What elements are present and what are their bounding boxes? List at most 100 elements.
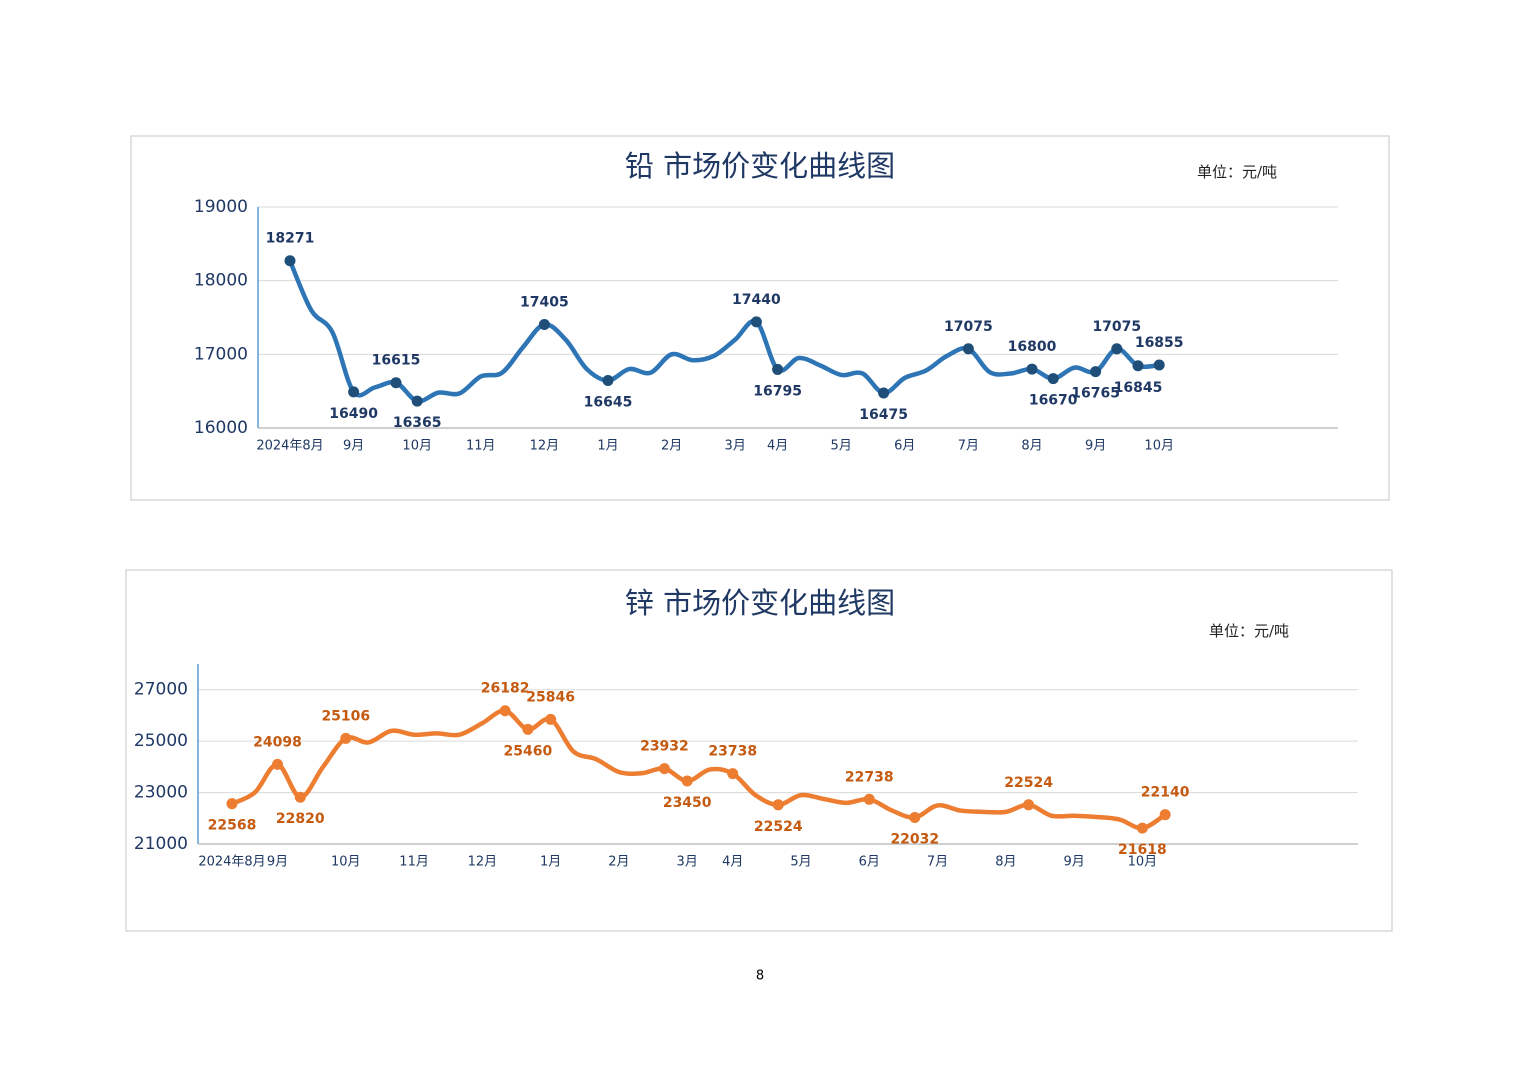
data-label: 22820 (276, 811, 325, 827)
data-label: 22738 (845, 769, 894, 785)
x-tick-label: 1月 (540, 855, 561, 870)
data-marker (658, 763, 670, 775)
data-marker (411, 395, 423, 407)
data-label: 17075 (944, 319, 993, 335)
chart-title: 锌 市场价变化曲线图 (625, 586, 895, 620)
x-tick-label: 8月 (995, 855, 1016, 870)
data-marker (878, 387, 890, 399)
data-label: 22032 (890, 831, 939, 847)
x-tick-label: 3月 (677, 855, 698, 870)
data-marker (499, 705, 511, 717)
data-marker (1047, 373, 1059, 385)
data-marker (226, 798, 238, 810)
data-label: 25460 (504, 743, 553, 759)
data-label: 16765 (1071, 386, 1120, 402)
data-marker (348, 386, 360, 398)
x-tick-label: 7月 (958, 439, 979, 454)
x-tick-label: 11月 (466, 439, 496, 454)
data-marker (1111, 343, 1123, 355)
data-label: 22568 (208, 818, 257, 834)
data-marker (538, 318, 550, 330)
data-label: 22524 (1004, 775, 1053, 791)
data-label: 16800 (1008, 339, 1057, 355)
y-tick-label: 18000 (194, 271, 248, 291)
y-tick-label: 23000 (134, 783, 188, 803)
data-label: 25106 (321, 708, 370, 724)
data-marker (390, 377, 402, 389)
data-label: 21618 (1118, 842, 1167, 858)
x-tick-label: 10月 (402, 439, 432, 454)
x-tick-label: 6月 (859, 855, 880, 870)
data-label: 26182 (481, 681, 530, 697)
data-label: 25846 (526, 689, 575, 705)
y-tick-label: 17000 (194, 344, 248, 364)
data-marker (909, 811, 921, 823)
x-tick-label: 2月 (608, 855, 629, 870)
data-marker (1159, 809, 1171, 821)
data-label: 16365 (393, 415, 442, 431)
x-tick-label: 10月 (331, 855, 361, 870)
data-marker (545, 713, 557, 725)
unit-label: 单位：元/吨 (1209, 622, 1289, 640)
price-line (231, 708, 1167, 831)
data-marker (1090, 366, 1102, 378)
page-number: 8 (756, 969, 764, 984)
data-label: 22524 (754, 819, 803, 835)
x-tick-label: 3月 (725, 439, 746, 454)
data-marker (522, 723, 534, 735)
data-label: 23932 (640, 739, 689, 755)
data-marker (750, 316, 762, 328)
x-tick-label: 12月 (468, 855, 498, 870)
x-tick-label: 6月 (894, 439, 915, 454)
data-marker (727, 768, 739, 780)
x-tick-label: 8月 (1021, 439, 1042, 454)
data-label: 16645 (584, 394, 633, 410)
data-label: 16670 (1029, 393, 1078, 409)
data-label: 17405 (520, 294, 569, 310)
x-tick-label: 4月 (722, 855, 743, 870)
data-label: 23738 (708, 744, 757, 760)
y-tick-label: 21000 (134, 834, 188, 854)
data-marker (772, 363, 784, 375)
data-label: 16855 (1135, 335, 1184, 351)
x-tick-label: 10月 (1144, 439, 1174, 454)
data-marker (681, 775, 693, 787)
data-marker (1132, 360, 1144, 372)
x-tick-label: 11月 (399, 855, 429, 870)
chart-frame (125, 569, 1393, 932)
x-tick-label: 10月 (1128, 855, 1158, 870)
data-marker (602, 374, 614, 386)
x-tick-label: 5月 (831, 439, 852, 454)
data-label: 17075 (1092, 319, 1141, 335)
x-tick-label: 2024年8月 (256, 439, 323, 454)
unit-label: 单位：元/吨 (1197, 163, 1277, 181)
y-tick-label: 27000 (134, 680, 188, 700)
data-label: 17440 (732, 292, 781, 308)
x-tick-label: 4月 (767, 439, 788, 454)
data-label: 16615 (372, 353, 421, 369)
data-marker (272, 758, 284, 770)
data-marker (284, 255, 296, 267)
data-label: 16845 (1114, 380, 1163, 396)
data-label: 18271 (266, 231, 315, 247)
x-tick-label: 9月 (1063, 855, 1084, 870)
x-tick-label: 2月 (661, 439, 682, 454)
chart-title: 铅 市场价变化曲线图 (625, 149, 895, 183)
data-label: 23450 (663, 795, 712, 811)
data-label: 22140 (1141, 785, 1190, 801)
x-tick-label: 1月 (597, 439, 618, 454)
data-marker (1023, 799, 1035, 811)
data-marker (962, 343, 974, 355)
data-marker (1153, 359, 1165, 371)
data-label: 16490 (329, 406, 378, 422)
data-marker (294, 791, 306, 803)
x-tick-label: 9月 (267, 855, 288, 870)
y-tick-label: 16000 (194, 418, 248, 438)
data-marker (1026, 363, 1038, 375)
price-line (287, 259, 1160, 404)
data-marker (1136, 822, 1148, 834)
data-label: 16795 (753, 383, 802, 399)
data-marker (772, 799, 784, 811)
